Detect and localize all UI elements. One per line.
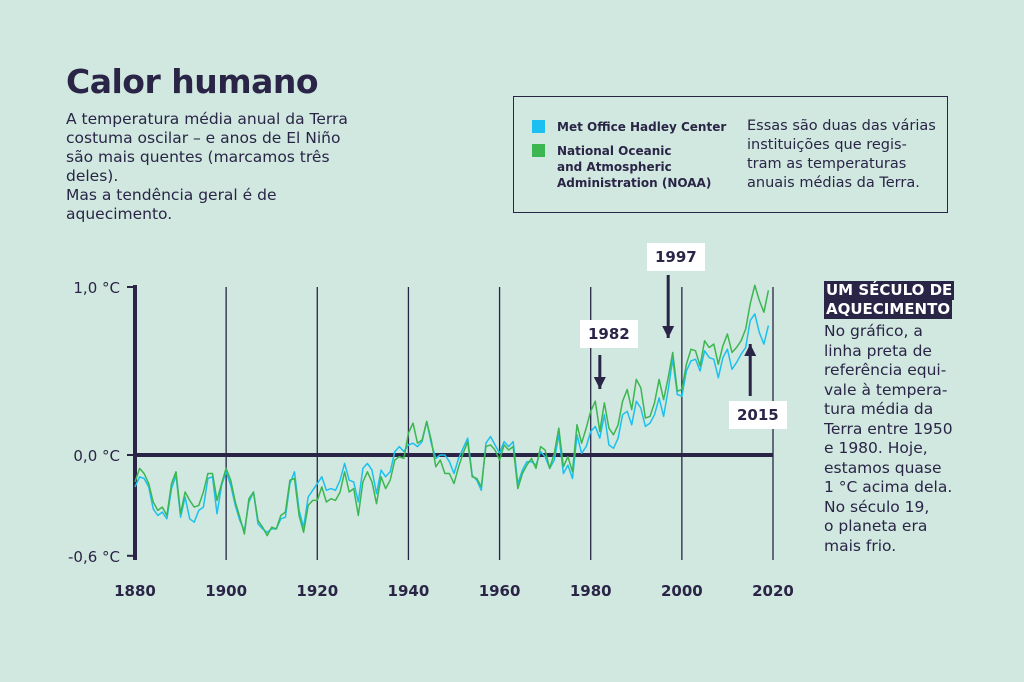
x-tick-label-1960: 1960 <box>479 582 521 600</box>
y-tick-label-2: -0,6 °C <box>68 548 120 566</box>
x-tick-label-1920: 1920 <box>296 582 338 600</box>
y-tick-label-0: 1,0 °C <box>73 279 120 297</box>
x-tick-label-1940: 1940 <box>388 582 430 600</box>
x-tick-label-1980: 1980 <box>570 582 612 600</box>
x-tick-label-1880: 1880 <box>114 582 156 600</box>
y-tick-label-1: 0,0 °C <box>73 447 120 465</box>
legend-swatch-hadley <box>532 120 545 133</box>
series-line-noaa <box>134 284 770 537</box>
arrow-2015-head <box>744 344 757 356</box>
legend: Met Office Hadley Center National Oceani… <box>513 96 948 213</box>
arrow-1982-head <box>593 377 606 389</box>
legend-item-noaa: National Oceanic and Atmospheric Adminis… <box>532 143 711 191</box>
sidebar-heading: UM SÉCULO DE AQUECIMENTO <box>824 281 955 319</box>
legend-label-hadley: Met Office Hadley Center <box>557 120 727 134</box>
x-tick-label-1900: 1900 <box>205 582 247 600</box>
legend-item-hadley: Met Office Hadley Center <box>532 119 726 135</box>
annotation-1982: 1982 <box>580 320 638 348</box>
legend-swatch-noaa <box>532 144 545 157</box>
subtitle: A temperatura média anual da Terra costu… <box>66 110 348 223</box>
legend-label-noaa: National Oceanic and Atmospheric Adminis… <box>557 144 712 190</box>
annotation-1997: 1997 <box>647 243 705 271</box>
series-line-hadley <box>134 313 770 534</box>
legend-note: Essas são duas das várias instituições q… <box>747 118 936 191</box>
x-tick-label-2000: 2000 <box>661 582 703 600</box>
sidebar-heading-line1: UM SÉCULO DE <box>824 281 955 300</box>
annotation-2015: 2015 <box>729 401 787 429</box>
arrow-1997-head <box>662 326 675 338</box>
x-tick-label-2020: 2020 <box>752 582 794 600</box>
page-title: Calor humano <box>66 62 319 101</box>
sidebar-heading-line2: AQUECIMENTO <box>824 300 953 319</box>
sidebar-text: No gráfico, a linha preta de referência … <box>824 322 953 555</box>
